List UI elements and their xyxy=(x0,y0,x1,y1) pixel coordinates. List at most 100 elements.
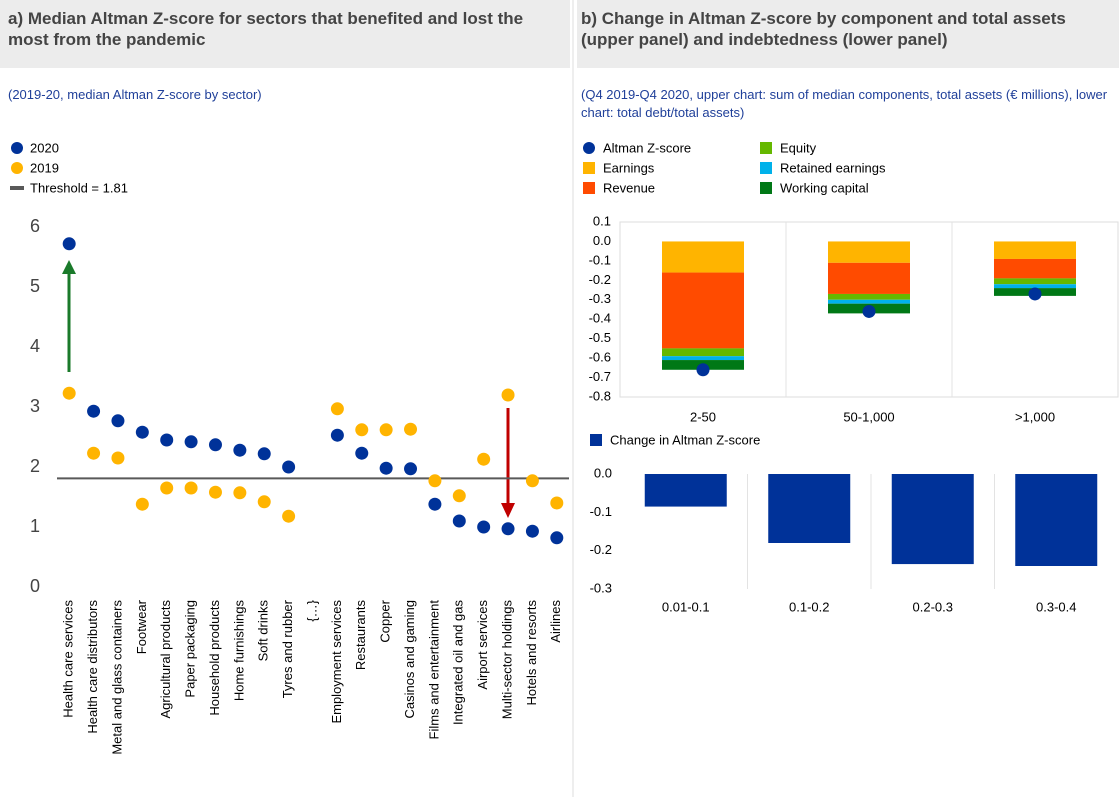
dot xyxy=(501,522,515,536)
x-tick-label: Soft drinks xyxy=(256,600,271,662)
dot xyxy=(696,363,710,377)
x-tick-label: Hotels and resorts xyxy=(524,600,539,706)
y-tick-label: -0.1 xyxy=(589,252,611,267)
dot xyxy=(550,531,564,545)
dot xyxy=(160,481,174,495)
dot xyxy=(477,452,491,466)
panel-title: a) Median Altman Z-score for sectors tha… xyxy=(8,9,524,49)
legend-label: Revenue xyxy=(603,180,655,195)
x-tick-label: Multi-sector holdings xyxy=(499,600,514,720)
x-tick-label: Films and entertainment xyxy=(426,600,441,740)
y-tick-label: 5 xyxy=(30,276,40,296)
dot xyxy=(355,423,369,437)
dot xyxy=(135,425,149,439)
dot xyxy=(257,447,271,461)
legend-marker xyxy=(590,434,602,446)
dot xyxy=(208,485,222,499)
dot xyxy=(330,428,344,442)
x-tick-label: Copper xyxy=(378,599,393,642)
legend-marker xyxy=(760,162,772,174)
x-tick-label: 0.3-0.4 xyxy=(1036,599,1076,614)
y-tick-label: 6 xyxy=(30,216,40,236)
bar xyxy=(891,474,974,565)
y-tick-label: 1 xyxy=(30,516,40,536)
dot xyxy=(282,460,296,474)
dot xyxy=(282,509,296,523)
dot xyxy=(525,524,539,538)
y-tick-label: 2 xyxy=(30,456,40,476)
dot xyxy=(501,388,515,402)
bar xyxy=(994,278,1076,285)
x-tick-label: Health care distributors xyxy=(85,600,100,734)
legend-label: Altman Z-score xyxy=(603,140,691,155)
dot xyxy=(355,446,369,460)
dot xyxy=(404,422,418,436)
y-tick-label: -0.8 xyxy=(589,388,611,403)
dot xyxy=(160,433,174,447)
bar xyxy=(768,474,851,543)
arrow-head xyxy=(501,503,515,518)
bar xyxy=(994,284,1076,289)
bar xyxy=(662,272,744,349)
header-bg xyxy=(0,0,570,68)
x-tick-label: 0.01-0.1 xyxy=(662,599,710,614)
x-tick-label: Tyres and rubber xyxy=(280,599,295,698)
y-tick-label: -0.7 xyxy=(589,369,611,384)
dot xyxy=(550,496,564,510)
legend-label: 2020 xyxy=(30,140,59,155)
legend-marker xyxy=(11,162,23,174)
dot xyxy=(111,414,125,428)
y-tick-label: 0.1 xyxy=(593,213,611,228)
y-tick-label: 0 xyxy=(30,576,40,596)
bar xyxy=(994,258,1076,279)
dot xyxy=(62,237,76,251)
y-tick-label: -0.3 xyxy=(590,580,612,595)
bar xyxy=(828,262,910,294)
dot xyxy=(184,481,198,495)
dot xyxy=(257,495,271,509)
dot xyxy=(87,404,101,418)
panel-subtitle: (2019-20, median Altman Z-score by secto… xyxy=(8,87,262,102)
x-tick-label: Integrated oil and gas xyxy=(451,600,466,726)
dot xyxy=(62,386,76,400)
bar xyxy=(828,293,910,300)
legend-label: Threshold = 1.81 xyxy=(30,180,128,195)
dot xyxy=(379,423,393,437)
legend-marker xyxy=(760,142,772,154)
dot xyxy=(452,514,466,528)
x-tick-label: Casinos and gaming xyxy=(402,600,417,719)
legend-marker xyxy=(11,142,23,154)
panel-subtitle: (Q4 2019-Q4 2020, upper chart: sum of me… xyxy=(581,87,1108,120)
x-tick-label: Employment services xyxy=(329,600,344,724)
dot xyxy=(428,474,442,488)
bar xyxy=(994,241,1076,259)
dot xyxy=(330,402,344,416)
dot xyxy=(233,486,247,500)
x-tick-label: Metal and glass containers xyxy=(109,600,124,755)
legend-label: Working capital xyxy=(780,180,869,195)
x-tick-label: Agricultural products xyxy=(158,600,173,719)
bar xyxy=(1015,474,1098,566)
legend-marker xyxy=(583,182,595,194)
x-tick-label: 0.1-0.2 xyxy=(789,599,829,614)
y-tick-label: -0.6 xyxy=(589,350,611,365)
header-bg xyxy=(577,0,1119,68)
legend-label: Earnings xyxy=(603,160,655,175)
dot xyxy=(1028,287,1042,301)
y-tick-label: 4 xyxy=(30,336,40,356)
bar xyxy=(662,348,744,357)
y-tick-label: -0.2 xyxy=(589,272,611,287)
dot xyxy=(208,438,222,452)
dot xyxy=(379,461,393,475)
dot xyxy=(452,489,466,503)
bar xyxy=(662,241,744,273)
y-tick-label: -0.5 xyxy=(589,330,611,345)
y-tick-label: -0.4 xyxy=(589,311,611,326)
x-tick-label: {…} xyxy=(304,599,319,621)
y-tick-label: -0.3 xyxy=(589,291,611,306)
dot xyxy=(233,443,247,457)
dot xyxy=(525,474,539,488)
legend-marker xyxy=(760,182,772,194)
dot xyxy=(184,435,198,449)
